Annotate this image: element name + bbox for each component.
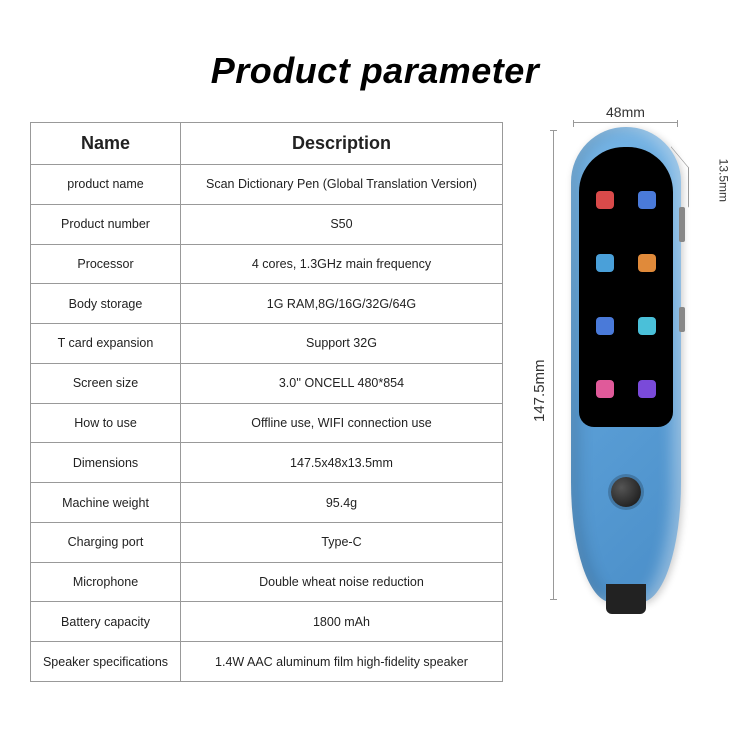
- app-icon: [629, 235, 665, 292]
- spec-name: Microphone: [31, 562, 181, 602]
- header-name: Name: [31, 123, 181, 165]
- table-row: Battery capacity1800 mAh: [31, 602, 503, 642]
- table-row: Charging portType-C: [31, 522, 503, 562]
- app-tile-icon: [596, 191, 614, 209]
- table-row: product nameScan Dictionary Pen (Global …: [31, 165, 503, 205]
- app-icon: [629, 172, 665, 229]
- spec-name: Processor: [31, 244, 181, 284]
- app-icon: [629, 362, 665, 419]
- table-row: MicrophoneDouble wheat noise reduction: [31, 562, 503, 602]
- spec-name: Speaker specifications: [31, 642, 181, 682]
- spec-description: 147.5x48x13.5mm: [181, 443, 503, 483]
- spec-table: Name Description product nameScan Dictio…: [30, 122, 503, 682]
- spec-description: Support 32G: [181, 324, 503, 364]
- product-illustration: 48mm 147.5mm 13.5mm: [523, 122, 720, 682]
- spec-name: T card expansion: [31, 324, 181, 364]
- spec-description: 3.0'' ONCELL 480*854: [181, 363, 503, 403]
- spec-description: Double wheat noise reduction: [181, 562, 503, 602]
- spec-description: 1.4W AAC aluminum film high-fidelity spe…: [181, 642, 503, 682]
- app-icon: [587, 362, 623, 419]
- content-row: Name Description product nameScan Dictio…: [0, 122, 750, 682]
- dimension-width: 48mm: [573, 104, 678, 123]
- table-row: T card expansionSupport 32G: [31, 324, 503, 364]
- side-button-icon: [679, 207, 685, 242]
- app-tile-icon: [638, 380, 656, 398]
- side-button-icon: [679, 307, 685, 332]
- dimension-width-label: 48mm: [573, 104, 678, 120]
- device-body: [571, 127, 681, 602]
- spec-name: Machine weight: [31, 483, 181, 523]
- app-tile-icon: [638, 317, 656, 335]
- app-icon: [587, 172, 623, 229]
- spec-name: Charging port: [31, 522, 181, 562]
- table-row: Screen size3.0'' ONCELL 480*854: [31, 363, 503, 403]
- app-icon: [587, 235, 623, 292]
- spec-description: 1800 mAh: [181, 602, 503, 642]
- header-description: Description: [181, 123, 503, 165]
- spec-name: How to use: [31, 403, 181, 443]
- table-row: Machine weight95.4g: [31, 483, 503, 523]
- dimension-height-label: 147.5mm: [531, 359, 548, 422]
- spec-description: S50: [181, 204, 503, 244]
- app-icon: [629, 299, 665, 356]
- spec-description: Offline use, WIFI connection use: [181, 403, 503, 443]
- spec-name: Body storage: [31, 284, 181, 324]
- spec-name: Dimensions: [31, 443, 181, 483]
- dimension-height-bar: [553, 130, 554, 600]
- device-screen: [579, 147, 673, 427]
- table-row: Dimensions147.5x48x13.5mm: [31, 443, 503, 483]
- spec-description: Scan Dictionary Pen (Global Translation …: [181, 165, 503, 205]
- spec-name: Battery capacity: [31, 602, 181, 642]
- spec-description: 95.4g: [181, 483, 503, 523]
- app-tile-icon: [638, 191, 656, 209]
- spec-name: Screen size: [31, 363, 181, 403]
- dimension-depth-label: 13.5mm: [716, 159, 730, 202]
- scanner-tip-icon: [606, 584, 646, 614]
- app-icon: [587, 299, 623, 356]
- spec-description: 4 cores, 1.3GHz main frequency: [181, 244, 503, 284]
- home-button-icon: [611, 477, 641, 507]
- table-header-row: Name Description: [31, 123, 503, 165]
- table-row: Speaker specifications1.4W AAC aluminum …: [31, 642, 503, 682]
- spec-name: product name: [31, 165, 181, 205]
- app-tile-icon: [638, 254, 656, 272]
- table-row: Processor4 cores, 1.3GHz main frequency: [31, 244, 503, 284]
- table-row: How to useOffline use, WIFI connection u…: [31, 403, 503, 443]
- spec-name: Product number: [31, 204, 181, 244]
- app-tile-icon: [596, 380, 614, 398]
- table-row: Body storage1G RAM,8G/16G/32G/64G: [31, 284, 503, 324]
- table-row: Product numberS50: [31, 204, 503, 244]
- app-tile-icon: [596, 254, 614, 272]
- app-tile-icon: [596, 317, 614, 335]
- spec-description: Type-C: [181, 522, 503, 562]
- spec-description: 1G RAM,8G/16G/32G/64G: [181, 284, 503, 324]
